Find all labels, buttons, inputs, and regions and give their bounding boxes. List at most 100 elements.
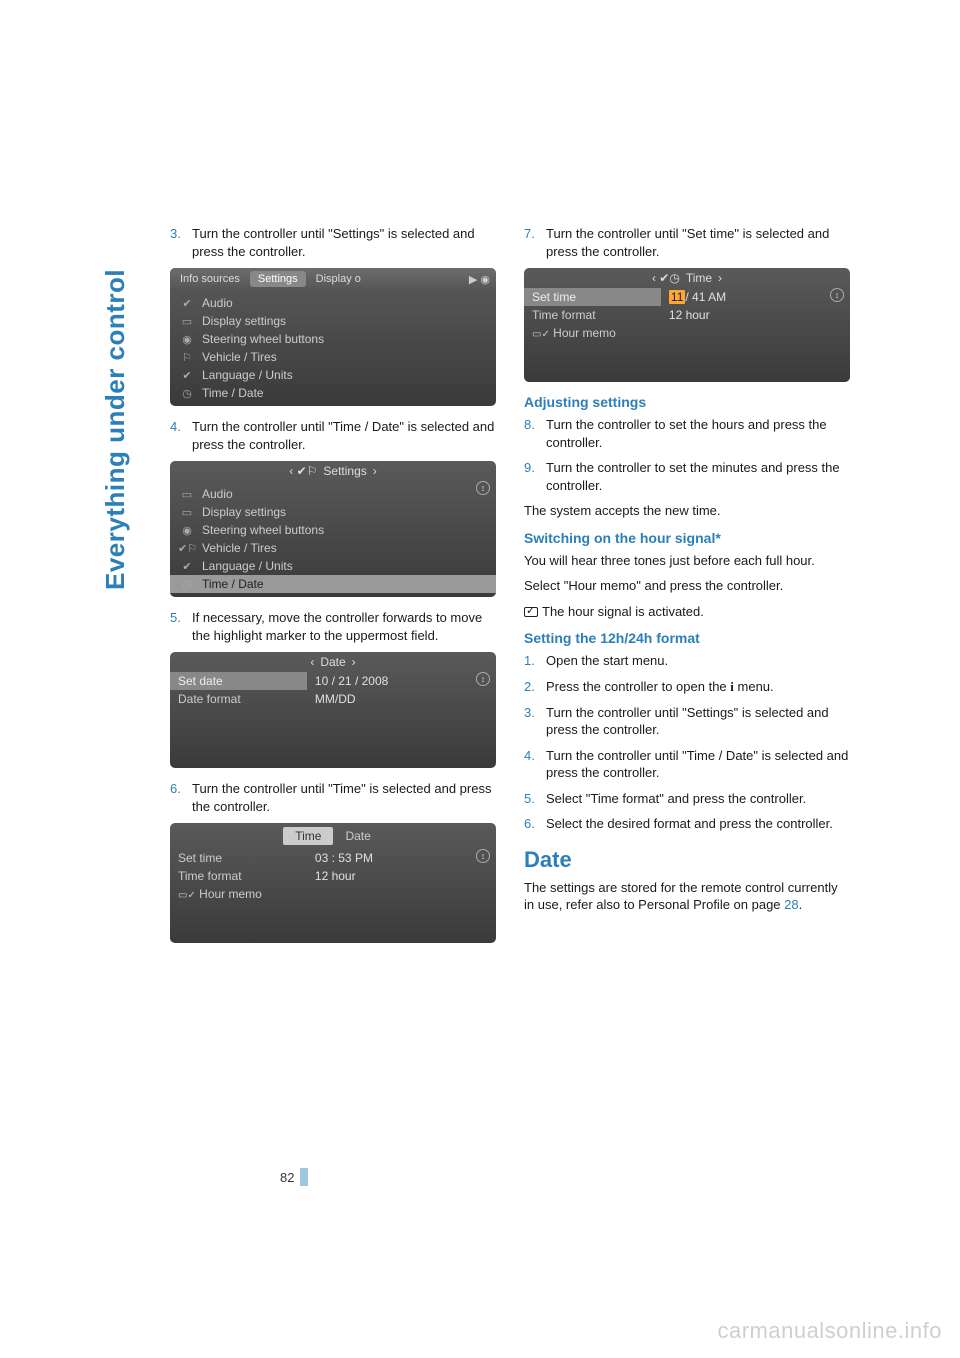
idrive-screenshot-time-tab: Time Date ↕ Set time03 : 53 PM Time form… [170,823,496,943]
step-text: Turn the controller to set the hours and… [546,416,850,451]
step-text: Select the desired format and press the … [546,815,850,833]
list-item: Steering wheel buttons [202,332,324,346]
page-number: 82 [280,1170,294,1185]
row-label: Set time [170,849,307,867]
row-value: MM/DD [307,690,496,708]
tab-date: Date [333,827,382,845]
row-label: Set time [524,288,661,306]
section-heading-date: Date [524,847,850,873]
subheading-format: Setting the 12h/24h format [524,630,850,646]
step-text: Turn the controller until "Settings" is … [546,704,850,739]
step-number: 4. [524,747,546,782]
right-column: 7. Turn the controller until "Set time" … [524,225,850,955]
idrive-screenshot-set-time: ‹ ✔◷ Time › ↕ Set time 11/ 41 AM Time fo… [524,268,850,382]
row-label: ▭✓ Hour memo [524,324,661,342]
list-item: Time / Date [202,577,264,591]
step-number: 5. [170,609,192,644]
screen-title: Settings [323,464,366,478]
display-icon: ▭ [178,315,196,328]
list-item: Display settings [202,314,286,328]
display-icon: ▭ [178,488,196,501]
wheel-icon: ◉ [178,524,196,537]
display-icon: ▭ [178,506,196,519]
step-text: Turn the controller until "Settings" is … [192,225,496,260]
idrive-screenshot-settings-list: ‹ ✔⚐ Settings › ↕ ▭Audio ▭Display settin… [170,461,496,597]
row-value: 12 hour [307,867,496,885]
list-item: Vehicle / Tires [202,350,277,364]
wheel-icon: ◉ [178,333,196,346]
step-text: Turn the controller until "Time" is sele… [192,780,496,815]
play-icon: ▶ ◉ [469,273,490,286]
screen-title: Time [686,271,712,285]
list-item: Audio [202,296,233,310]
body-text: Select "Hour memo" and press the control… [524,577,850,595]
subheading-hour-signal: Switching on the hour signal* [524,530,850,546]
row-value: 10 / 21 / 2008 [307,672,496,690]
body-text: The settings are stored for the remote c… [524,879,850,914]
row-value: 11/ 41 AM [661,288,850,306]
step-number: 2. [524,678,546,696]
subheading-adjusting: Adjusting settings [524,394,850,410]
format-step-6: 6.Select the desired format and press th… [524,815,850,833]
list-item: Language / Units [202,559,293,573]
format-step-1: 1.Open the start menu. [524,652,850,670]
tab-settings: Settings [250,271,306,287]
row-label: Time format [524,306,661,324]
car-icon: ⚐ [178,351,196,364]
step-3: 3. Turn the controller until "Settings" … [170,225,496,260]
list-item: Vehicle / Tires [202,541,277,555]
tab-info-sources: Info sources [170,273,250,285]
step-text: Select "Time format" and press the contr… [546,790,850,808]
format-step-5: 5.Select "Time format" and press the con… [524,790,850,808]
idrive-screenshot-settings-tabs: Info sources Settings Display o ▶ ◉ ✔ Aud… [170,268,496,406]
step-text: Turn the controller until "Time / Date" … [546,747,850,782]
format-step-4: 4.Turn the controller until "Time / Date… [524,747,850,782]
tab-display: Display o [306,273,371,285]
check-icon: ✔ [178,369,196,382]
page-number-marker [300,1168,308,1186]
row-label: Time format [170,867,307,885]
step-8: 8. Turn the controller to set the hours … [524,416,850,451]
step-text: Turn the controller until "Time / Date" … [192,418,496,453]
body-text: You will hear three tones just before ea… [524,552,850,570]
clock-icon: ◷ [178,578,196,591]
step-5: 5. If necessary, move the controller for… [170,609,496,644]
step-text: Turn the controller to set the minutes a… [546,459,850,494]
row-value: 03 : 53 PM [307,849,496,867]
step-number: 3. [170,225,192,260]
row-label: Set date [170,672,307,690]
step-4: 4. Turn the controller until "Time / Dat… [170,418,496,453]
format-step-3: 3.Turn the controller until "Settings" i… [524,704,850,739]
step-text: If necessary, move the controller forwar… [192,609,496,644]
body-text: The hour signal is activated. [524,603,850,621]
step-text: Press the controller to open the i menu. [546,678,850,696]
section-title: Everything under control [100,269,131,590]
step-text: Open the start menu. [546,652,850,670]
step-9: 9. Turn the controller to set the minute… [524,459,850,494]
car-icon: ✔⚐ [178,542,196,555]
step-number: 6. [524,815,546,833]
watermark: carmanualsonline.info [717,1318,942,1344]
list-item: Audio [202,487,233,501]
list-item: Display settings [202,505,286,519]
step-number: 4. [170,418,192,453]
step-number: 1. [524,652,546,670]
step-number: 7. [524,225,546,260]
scroll-indicator-icon: ↕ [830,288,844,302]
check-icon: ✔ [178,560,196,573]
step-number: 6. [170,780,192,815]
idrive-screenshot-date: ‹ Date › ↕ Set date10 / 21 / 2008 Date f… [170,652,496,768]
step-7: 7. Turn the controller until "Set time" … [524,225,850,260]
tab-time: Time [283,827,333,845]
step-number: 5. [524,790,546,808]
row-value: 12 hour [661,306,850,324]
step-number: 8. [524,416,546,451]
row-label: ▭✓ Hour memo [170,885,307,903]
row-label: Date format [170,690,307,708]
check-icon: ✔ [178,297,196,310]
step-6: 6. Turn the controller until "Time" is s… [170,780,496,815]
step-number: 9. [524,459,546,494]
checkbox-icon [524,607,538,617]
page-link[interactable]: 28 [784,897,798,912]
step-number: 3. [524,704,546,739]
